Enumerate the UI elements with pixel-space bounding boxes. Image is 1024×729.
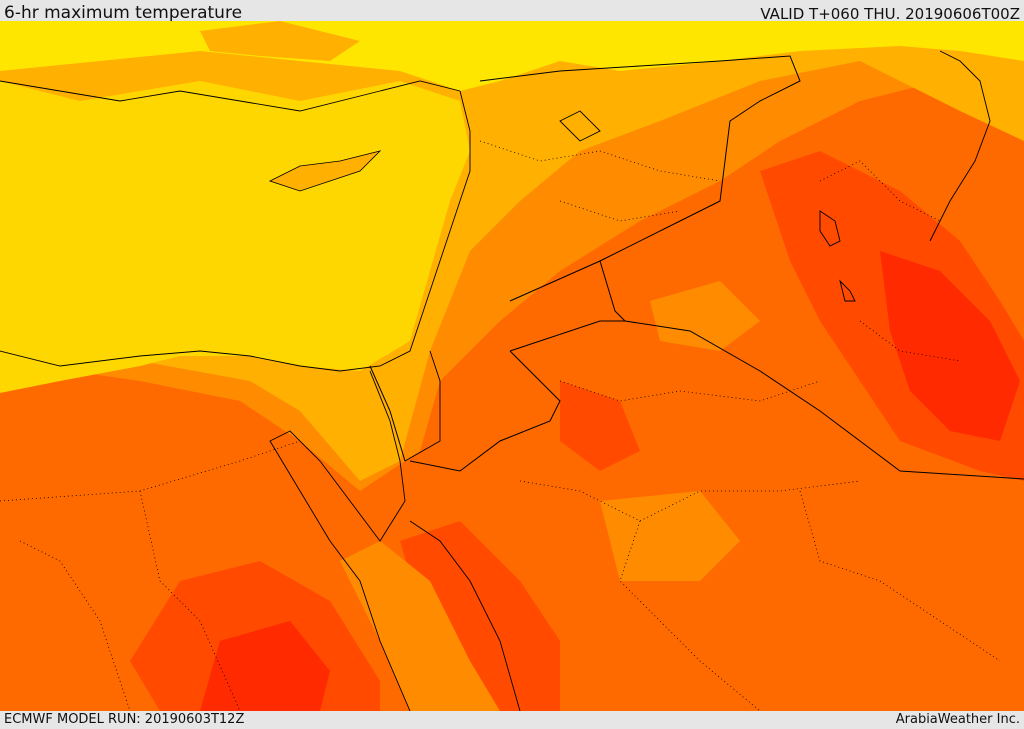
layer-egypt-red — [200, 621, 330, 711]
coastlines — [0, 50, 991, 711]
country-borders — [369, 55, 1024, 480]
layer-jordan-hot — [560, 381, 640, 471]
temperature-map — [0, 21, 1024, 711]
footer-bar: ECMWF MODEL RUN: 20190603T12Z ArabiaWeat… — [0, 711, 1024, 729]
layer-saudi-patch-2 — [650, 281, 760, 351]
layer-saudi-patch-1 — [600, 491, 740, 581]
valid-time: VALID T+060 THU. 20190606T00Z — [760, 5, 1020, 23]
cyprus-island — [268, 150, 382, 192]
model-run-label: ECMWF MODEL RUN: 20190603T12Z — [4, 712, 245, 727]
map-canvas — [0, 21, 1024, 711]
credit-label: ArabiaWeather Inc. — [895, 712, 1020, 727]
layer-red-sea — [340, 541, 500, 711]
layer-mediterranean — [0, 81, 470, 393]
layer-saudi-coast — [400, 521, 560, 711]
layer-turkey-patch — [200, 21, 360, 61]
header-bar: 6-hr maximum temperature VALID T+060 THU… — [0, 0, 1024, 23]
layer-iraq-red — [880, 251, 1020, 441]
province-boundaries — [0, 140, 1001, 711]
map-title: 6-hr maximum temperature — [4, 3, 243, 23]
